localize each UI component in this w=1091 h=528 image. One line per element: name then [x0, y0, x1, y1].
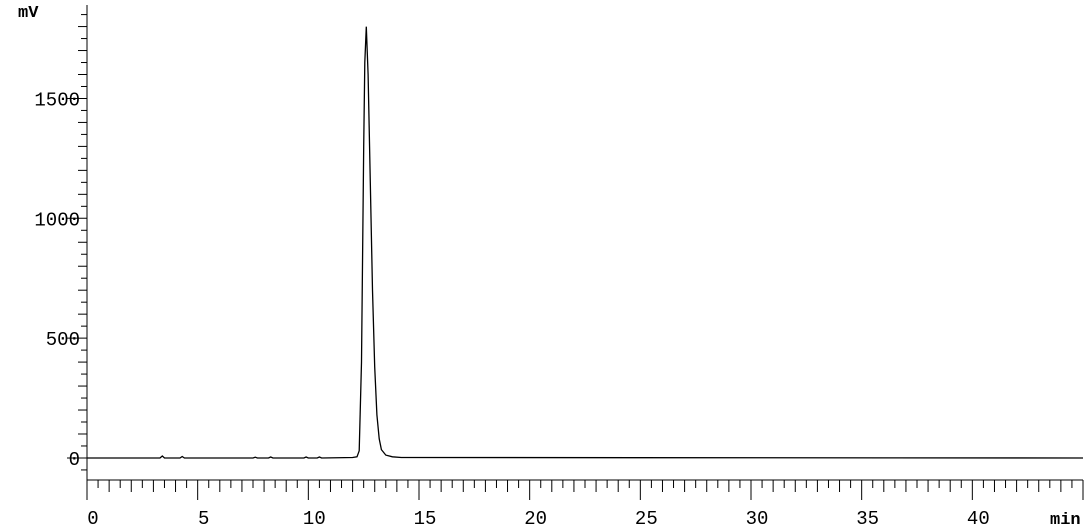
x-tick-label: 5: [198, 508, 209, 528]
y-axis-unit-label: mV: [18, 4, 39, 23]
y-tick-label: 0: [69, 449, 80, 471]
series-line: [87, 26, 1084, 459]
ticks: [67, 14, 1084, 500]
tick-labels: 0 5 10 15 20 25 30 35 40 0 500 1000 1500: [34, 89, 989, 528]
x-axis-unit-label: min: [1050, 511, 1081, 528]
y-tick-label: 500: [46, 329, 80, 351]
x-tick-label: 15: [414, 508, 437, 528]
x-tick-label: 0: [87, 508, 98, 528]
x-tick-label: 30: [746, 508, 769, 528]
axes: [86, 5, 1083, 481]
x-tick-label: 35: [856, 508, 879, 528]
y-tick-label: 1500: [34, 89, 80, 111]
y-tick-label: 1000: [34, 209, 80, 231]
x-tick-label: 40: [967, 508, 990, 528]
x-tick-label: 25: [635, 508, 658, 528]
x-tick-label: 10: [303, 508, 326, 528]
x-tick-label: 20: [524, 508, 547, 528]
